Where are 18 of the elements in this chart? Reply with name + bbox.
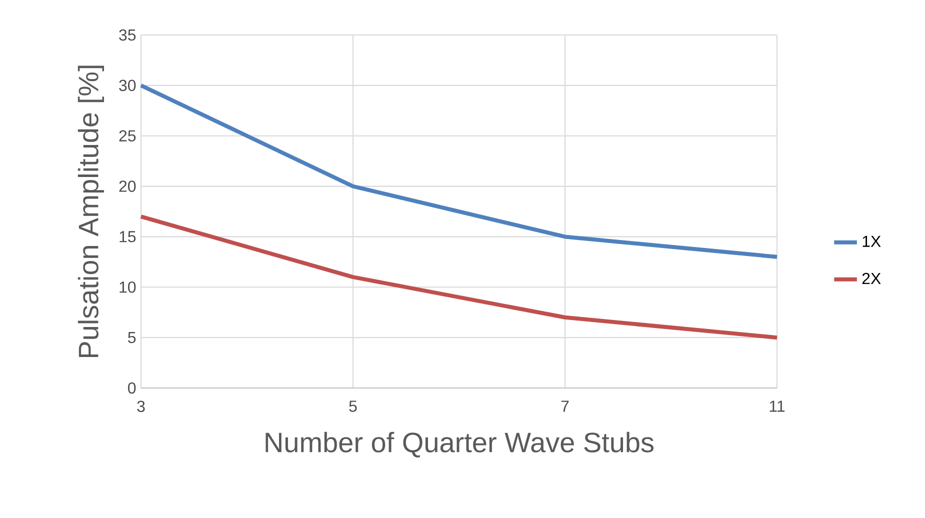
x-tick-label: 3 [137, 400, 145, 412]
y-tick-label: 5 [128, 332, 136, 344]
y-tick-label: 10 [120, 281, 136, 293]
x-axis-title: Number of Quarter Wave Stubs [266, 432, 654, 458]
x-tick-label: 11 [770, 400, 785, 412]
y-tick-label: 0 [128, 382, 136, 394]
line-series [139, 83, 780, 259]
y-tick-label: 15 [120, 231, 136, 242]
x-tick-label: 7 [561, 400, 569, 412]
y-tick-label: 20 [119, 180, 136, 192]
y-tick-label: 25 [119, 130, 136, 142]
legend-label: 1X [862, 236, 881, 247]
y-tick-label: 35 [119, 29, 136, 41]
y-tick-label: 30 [119, 80, 136, 92]
legend-label: 2X [862, 272, 881, 284]
x-tick-label: 5 [349, 400, 357, 412]
y-axis-title: Pulsation Amplitude [%] [78, 66, 104, 358]
line-series [139, 214, 780, 340]
